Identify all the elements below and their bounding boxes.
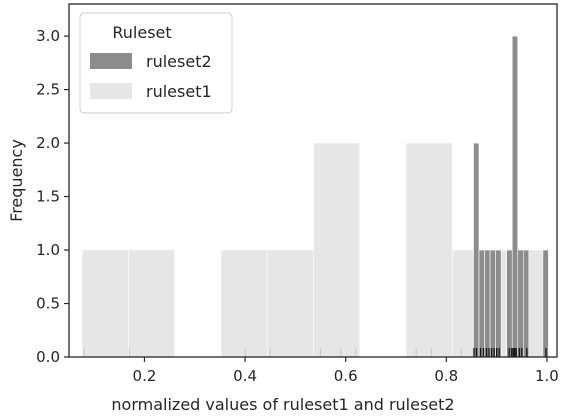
bar-ruleset1-0 [81, 249, 129, 358]
bar-ruleset1-5 [405, 142, 453, 358]
x-tick-label: 0.4 [233, 367, 257, 385]
plot-frame [68, 3, 558, 358]
series-ruleset1-rug [83, 348, 513, 357]
x-axis-ticks: 0.2 0.4 0.6 0.8 1.0 [133, 357, 559, 385]
bar-ruleset1-3 [266, 249, 314, 358]
x-tick-label: 0.8 [434, 367, 458, 385]
bar-ruleset2-3 [489, 249, 496, 358]
bar-ruleset1-4 [313, 142, 361, 358]
legend-label-ruleset1: ruleset1 [146, 82, 212, 101]
bar-ruleset2-4 [495, 249, 502, 358]
series-ruleset2-rug [473, 348, 547, 357]
bar-ruleset1-1 [128, 249, 175, 358]
x-tick-label: 0.6 [334, 367, 358, 385]
legend: Ruleset ruleset2 ruleset1 [79, 12, 233, 114]
bar-ruleset2-6 [511, 35, 519, 358]
y-tick-label: 3.0 [36, 27, 60, 45]
y-tick-label: 1.0 [36, 241, 60, 259]
legend-title: Ruleset [112, 23, 171, 42]
bar-ruleset2-9 [542, 249, 549, 358]
x-tick-label: 0.2 [133, 367, 157, 385]
legend-label-ruleset2: ruleset2 [146, 52, 212, 71]
y-axis-label: Frequency [7, 139, 26, 222]
y-axis-ticks: 0.0 0.5 1.0 1.5 2.0 2.5 3.0 [36, 27, 69, 366]
y-tick-label: 0.5 [36, 295, 60, 313]
bar-ruleset1-2 [220, 249, 268, 358]
bar-ruleset2-2 [484, 249, 491, 358]
y-tick-label: 1.5 [36, 188, 60, 206]
legend-swatch-ruleset1 [90, 83, 132, 99]
y-tick-label: 0.0 [36, 348, 60, 366]
y-tick-label: 2.0 [36, 134, 60, 152]
x-axis-label: normalized values of ruleset1 and rulese… [111, 395, 454, 414]
legend-swatch-ruleset2 [90, 53, 132, 69]
bar-ruleset2-7 [517, 249, 524, 358]
bar-ruleset2-5 [506, 249, 513, 358]
y-tick-label: 2.5 [36, 81, 60, 99]
bar-ruleset2-0 [473, 142, 480, 358]
bar-ruleset2-8 [522, 249, 530, 358]
x-tick-label: 1.0 [535, 367, 559, 385]
bar-ruleset2-1 [478, 249, 485, 358]
